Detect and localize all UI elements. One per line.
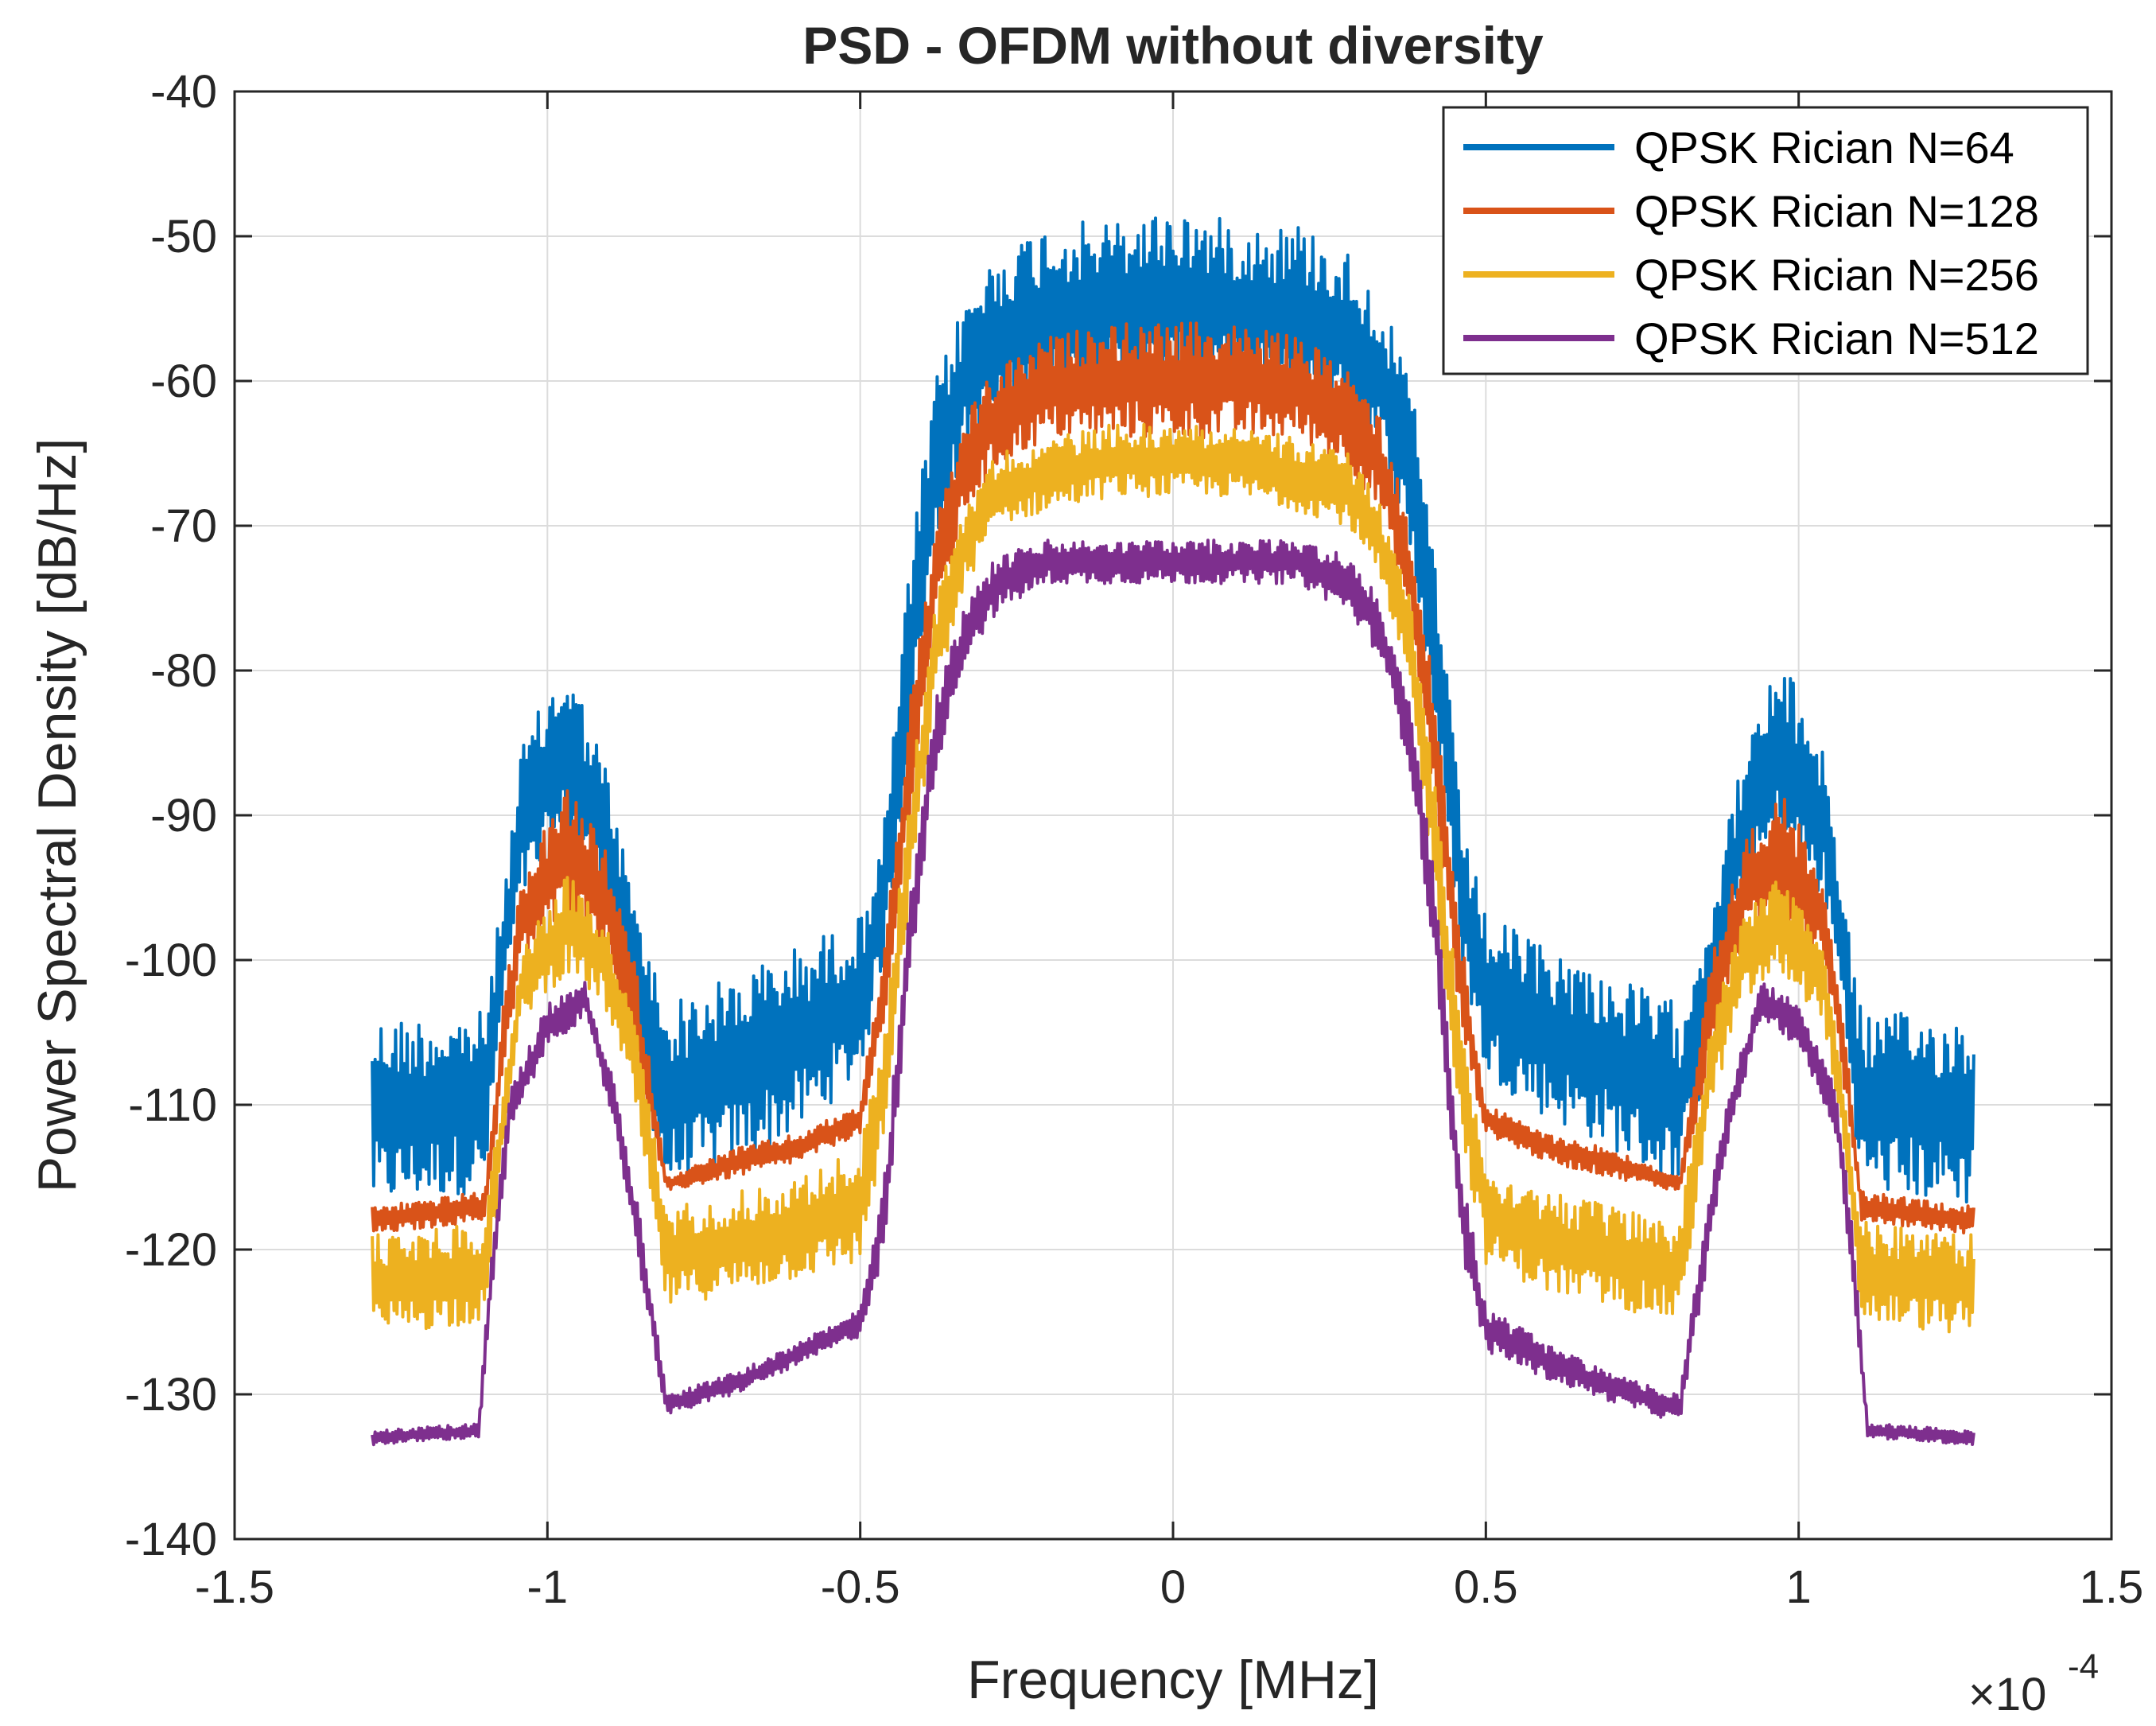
y-tick-label: -120 <box>125 1224 217 1276</box>
x-tick-label: 0 <box>1160 1561 1186 1613</box>
legend-entry: QPSK Rician N=256 <box>1634 250 2039 300</box>
series-line <box>371 321 1975 1234</box>
x-tick-label: -1.5 <box>195 1561 274 1613</box>
x-tick-labels: -1.5 -1 -0.5 0 0.5 1 1.5 <box>195 1561 2143 1613</box>
x-exponent-power: -4 <box>2068 1647 2099 1686</box>
x-axis-label: Frequency [MHz] <box>967 1650 1379 1710</box>
legend-entry: QPSK Rician N=64 <box>1634 122 2014 173</box>
legend-entry: QPSK Rician N=512 <box>1634 313 2039 363</box>
y-tick-label: -70 <box>150 500 217 552</box>
series-line <box>371 538 1975 1447</box>
y-tick-label: -130 <box>125 1369 217 1421</box>
y-tick-label: -110 <box>128 1079 217 1131</box>
y-tick-label: -80 <box>150 645 217 697</box>
x-exponent: ×10 -4 <box>1968 1647 2099 1720</box>
x-tick-label: 1.5 <box>2080 1561 2144 1613</box>
y-tick-label: -90 <box>150 790 217 842</box>
x-exponent-base: ×10 <box>1968 1669 2046 1720</box>
y-axis-label: Power Spectral Density [dB/Hz] <box>27 438 87 1193</box>
x-tick-label: -0.5 <box>821 1561 900 1613</box>
y-tick-label: -40 <box>150 66 217 118</box>
y-tick-label: -140 <box>125 1514 217 1565</box>
chart-title: PSD - OFDM without diversity <box>802 16 1544 75</box>
y-tick-label: -60 <box>150 356 217 407</box>
x-tick-label: -1 <box>527 1561 569 1613</box>
y-tick-labels: -40 -50 -60 -70 -80 -90 -100 -110 -120 -130 -140 <box>125 66 217 1565</box>
series-line <box>371 422 1975 1334</box>
y-tick-label: -100 <box>125 935 217 986</box>
y-tick-label: -50 <box>150 211 217 262</box>
x-tick-label: 0.5 <box>1454 1561 1518 1613</box>
tick-marks <box>233 90 2113 1541</box>
legend: QPSK Rician N=64 QPSK Rician N=128 QPSK Ri… <box>1442 106 2089 375</box>
series-layer <box>371 216 1975 1447</box>
legend-entry: QPSK Rician N=128 <box>1634 186 2039 236</box>
x-tick-label: 1 <box>1786 1561 1812 1613</box>
legend-box <box>1442 106 2089 375</box>
